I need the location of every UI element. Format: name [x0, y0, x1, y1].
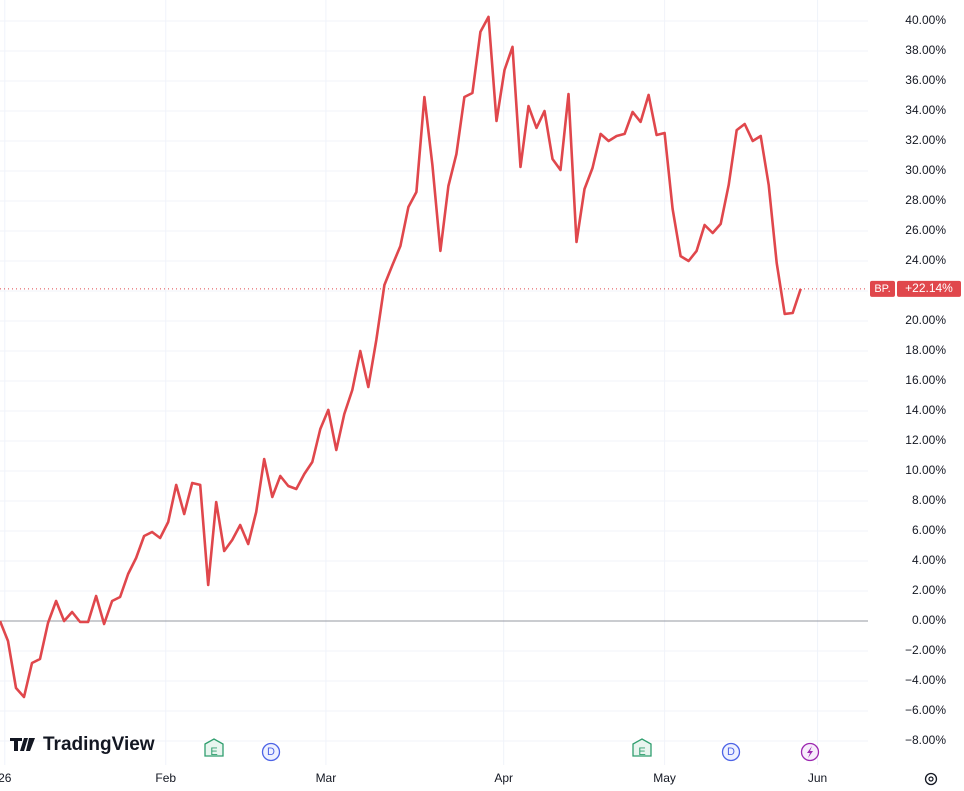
event[interactable]: D — [261, 742, 281, 762]
last-value-label: +22.14% — [905, 281, 953, 295]
y-tick-label: 18.00% — [905, 343, 946, 357]
y-tick-label: 0.00% — [912, 613, 946, 627]
event-icon — [632, 738, 652, 757]
event[interactable]: E — [632, 738, 652, 758]
event-label: D — [727, 746, 735, 758]
event[interactable]: E — [204, 738, 224, 758]
y-tick-label: −8.00% — [905, 733, 946, 747]
y-tick-label: −2.00% — [905, 643, 946, 657]
y-tick-label: −6.00% — [905, 703, 946, 717]
y-tick-label: 12.00% — [905, 433, 946, 447]
y-tick-label: 4.00% — [912, 553, 946, 567]
logo: TradingView — [10, 734, 155, 755]
x-tick-label: Apr — [494, 771, 513, 785]
y-tick-label: 20.00% — [905, 313, 946, 327]
y-tick-label: 28.00% — [905, 193, 946, 207]
event-label: E — [638, 746, 645, 758]
y-tick-label: −4.00% — [905, 673, 946, 687]
x-tick-label: Feb — [155, 771, 176, 785]
event[interactable]: D — [721, 742, 741, 762]
y-tick-label: 36.00% — [905, 73, 946, 87]
gear — [924, 772, 938, 786]
y-tick-label: 32.00% — [905, 133, 946, 147]
logo-icon — [10, 738, 35, 751]
settings-button[interactable] — [924, 772, 938, 786]
y-tick-label: 14.00% — [905, 403, 946, 417]
x-tick-label: Mar — [316, 771, 337, 785]
symbol-label: BP. — [874, 283, 890, 295]
event-label: D — [267, 746, 275, 758]
event-icon — [261, 742, 281, 762]
x-tick-label: Jun — [808, 771, 827, 785]
y-tick-label: 6.00% — [912, 523, 946, 537]
series-line — [0, 15, 802, 699]
y-tick-label: 24.00% — [905, 253, 946, 267]
event-icon — [721, 742, 741, 762]
y-tick-label: 40.00% — [905, 13, 946, 27]
event-icon — [204, 738, 224, 757]
gear-center — [928, 776, 934, 782]
y-tick-label: 2.00% — [912, 583, 946, 597]
grid — [0, 0, 868, 765]
last-value-badge — [897, 280, 961, 297]
event-label: E — [210, 746, 217, 758]
y-tick-label: 30.00% — [905, 163, 946, 177]
y-tick-label: 8.00% — [912, 493, 946, 507]
symbol-badge — [870, 280, 895, 297]
event[interactable] — [800, 742, 820, 762]
event-bolt — [807, 746, 813, 758]
logo-text: TradingView — [43, 734, 155, 755]
x-tick-label: May — [653, 771, 676, 785]
y-tick-label: 10.00% — [905, 463, 946, 477]
y-tick-label: 26.00% — [905, 223, 946, 237]
y-tick-label: 34.00% — [905, 103, 946, 117]
x-tick-label: 26 — [0, 771, 12, 785]
y-tick-label: 38.00% — [905, 43, 946, 57]
y-tick-label: 16.00% — [905, 373, 946, 387]
